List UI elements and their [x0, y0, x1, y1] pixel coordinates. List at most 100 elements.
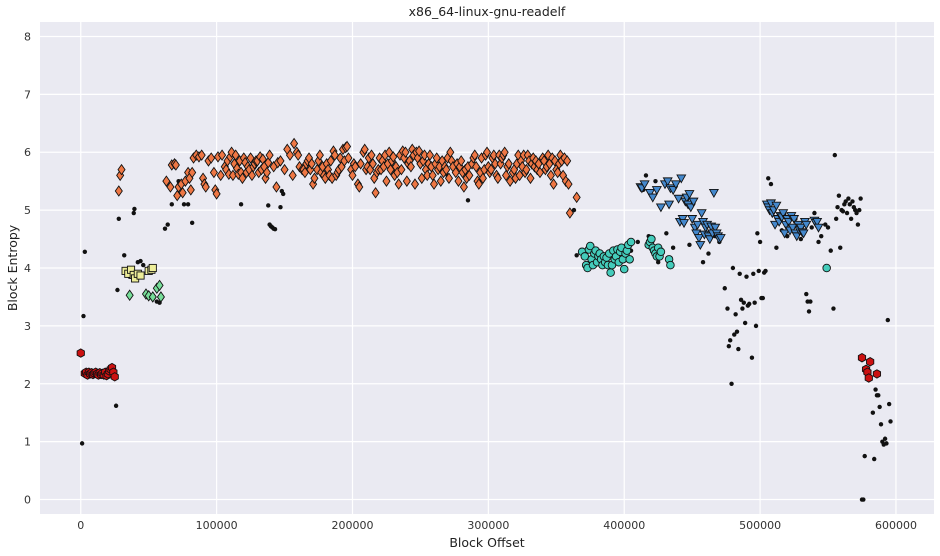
dot-point: [165, 222, 170, 227]
diamond-point: [572, 191, 581, 204]
diamond-point: [356, 158, 365, 170]
triangle-down-point: [695, 241, 706, 251]
triangle-down-point: [812, 217, 823, 227]
dot-point: [828, 248, 833, 253]
dot-point: [122, 253, 127, 258]
diamond-point: [272, 181, 281, 193]
x-tick-labels: 0 100000 200000 300000 400000 500000 600000: [77, 519, 917, 532]
dot-point: [185, 202, 191, 207]
diamond-point: [563, 155, 572, 167]
dot-point: [763, 268, 768, 274]
triangle-down-point: [771, 201, 782, 211]
dot-point: [131, 210, 136, 216]
diamond-point: [368, 158, 377, 170]
x-tick-label: 600000: [875, 519, 917, 532]
dot-point: [741, 300, 746, 305]
y-tick-labels: 0 1 2 3 4 5 6 7 8: [24, 30, 31, 506]
triangle-down-point: [693, 234, 705, 244]
dot-point: [737, 271, 742, 276]
triangle-down-point: [798, 229, 809, 239]
dot-point: [742, 320, 748, 326]
dot-point: [858, 196, 863, 201]
dot-point: [809, 225, 814, 230]
diamond-point: [188, 166, 197, 179]
hexagon-point: [866, 357, 875, 367]
triangle-down-point: [715, 234, 726, 244]
triangle-down-point: [688, 197, 699, 207]
diamond-point: [459, 181, 468, 193]
dot-point: [574, 253, 579, 258]
dot-point: [843, 199, 848, 204]
circle-point: [666, 260, 675, 270]
dot-point: [833, 216, 839, 221]
dot-point: [886, 401, 892, 407]
dot-point: [804, 291, 809, 297]
diamond-point: [238, 172, 247, 185]
circle-point: [647, 234, 656, 244]
triangle-down-point: [676, 174, 687, 184]
dot-point: [836, 193, 842, 198]
dot-point: [755, 231, 760, 236]
dot-point: [832, 152, 838, 158]
dot-point: [115, 287, 120, 293]
dot-point: [749, 355, 755, 360]
dot-point: [729, 381, 734, 386]
diamond-point: [487, 163, 496, 176]
diamond-point: [470, 149, 479, 161]
dot-point: [825, 225, 831, 230]
diamond-point: [276, 155, 285, 167]
triangle-down-point: [710, 223, 721, 233]
dot-point: [733, 312, 738, 317]
x-tick-label: 300000: [467, 519, 509, 532]
dot-point: [116, 216, 122, 221]
diamond-point: [564, 178, 573, 190]
dot-point: [753, 323, 759, 329]
diamond-point: [262, 166, 271, 179]
diamond-point: [186, 184, 195, 196]
x-tick-label: 0: [77, 519, 84, 532]
dot-point: [878, 422, 884, 427]
diamond-point: [265, 149, 274, 161]
dot-point: [635, 239, 641, 245]
circle-point: [822, 263, 831, 273]
diamond-point: [491, 158, 500, 170]
dot-point: [82, 249, 88, 254]
dot-point: [132, 206, 137, 212]
diamond-point: [382, 175, 391, 187]
dot-point: [848, 216, 854, 221]
diamond-point: [148, 291, 157, 303]
triangle-down-point: [684, 190, 695, 200]
dot-point: [181, 202, 187, 207]
hexagon-point: [857, 353, 867, 363]
x-tick-label: 500000: [739, 519, 781, 532]
diamond-point: [201, 181, 210, 193]
dot-point: [747, 301, 752, 307]
dot-point: [882, 436, 888, 441]
diamond-point: [166, 181, 175, 193]
dot-point: [808, 299, 813, 304]
dot-point: [79, 441, 85, 446]
dot-point: [760, 295, 766, 301]
dot-point: [884, 441, 889, 446]
y-axis-label: Block Entropy: [5, 224, 20, 311]
circle-point: [625, 255, 634, 264]
diamond-point: [423, 169, 432, 182]
chart-title: x86_64-linux-gnu-readelf: [409, 4, 566, 19]
triangle-down-point: [692, 220, 703, 230]
dot-point: [465, 198, 471, 203]
triangle-down-point: [685, 203, 696, 213]
diamond-point: [526, 172, 535, 185]
diamond-point: [171, 159, 180, 171]
diamond-point: [178, 186, 187, 199]
dot-point: [162, 226, 168, 231]
diamond-point: [156, 291, 165, 303]
dot-point: [752, 300, 757, 305]
triangle-down-point: [662, 177, 673, 187]
diamond-point: [326, 155, 335, 167]
dot-point: [113, 403, 119, 408]
dot-point: [189, 220, 195, 226]
dot-point: [831, 306, 836, 311]
dot-point: [734, 329, 740, 334]
triangle-down-point: [801, 220, 812, 230]
